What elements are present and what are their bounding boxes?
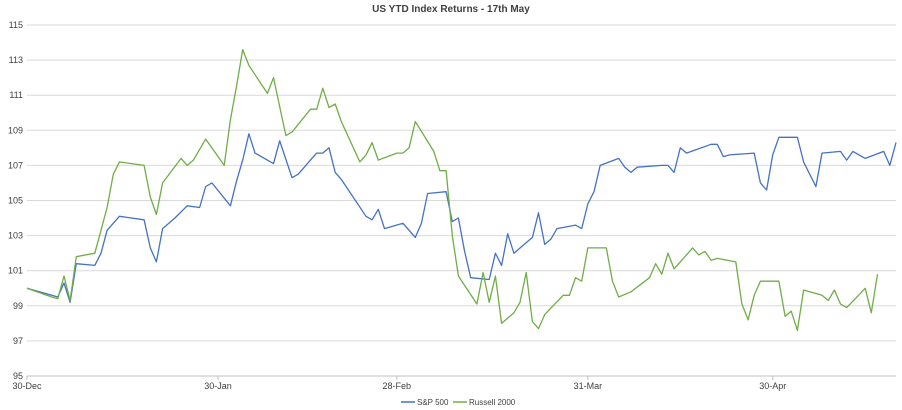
x-tick-label: 30-Dec <box>12 381 42 391</box>
x-tick-label: 31-Mar <box>574 381 603 391</box>
y-tick-label: 101 <box>8 266 23 276</box>
y-tick-label: 95 <box>13 371 23 381</box>
y-tick-label: 105 <box>8 196 23 206</box>
x-axis: 30-Dec 30-Jan 28-Feb 31-Mar 30-Apr <box>12 375 896 391</box>
y-tick-label: 107 <box>8 160 23 170</box>
series-lines <box>26 48 897 332</box>
y-tick-label: 99 <box>13 301 23 311</box>
y-tick-label: 109 <box>8 125 23 135</box>
legend-label: S&P 500 <box>417 398 449 407</box>
x-tick-label: 30-Apr <box>759 381 786 391</box>
y-tick-label: 115 <box>9 20 23 30</box>
x-tick-label: 30-Jan <box>204 381 232 391</box>
chart-title: US YTD Index Returns - 17th May <box>372 4 530 15</box>
x-tick-label: 28-Feb <box>383 381 412 391</box>
y-tick-label: 97 <box>13 336 23 346</box>
legend: S&P 500 Russell 2000 <box>401 398 516 407</box>
series-line-sp500 <box>26 133 897 303</box>
y-tick-label: 111 <box>9 90 23 100</box>
y-tick-label: 113 <box>9 55 23 65</box>
y-tick-label: 103 <box>8 231 23 241</box>
legend-label: Russell 2000 <box>469 398 516 407</box>
gridlines <box>27 24 896 377</box>
y-axis: 95 97 99 101 103 105 107 109 111 113 115 <box>8 20 23 381</box>
series-line-russell2000 <box>26 48 879 332</box>
